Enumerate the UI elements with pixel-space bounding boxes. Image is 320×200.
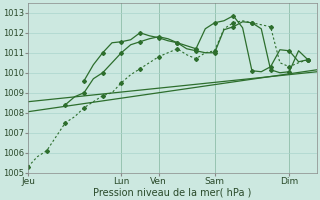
X-axis label: Pression niveau de la mer( hPa ): Pression niveau de la mer( hPa ) [93,187,252,197]
